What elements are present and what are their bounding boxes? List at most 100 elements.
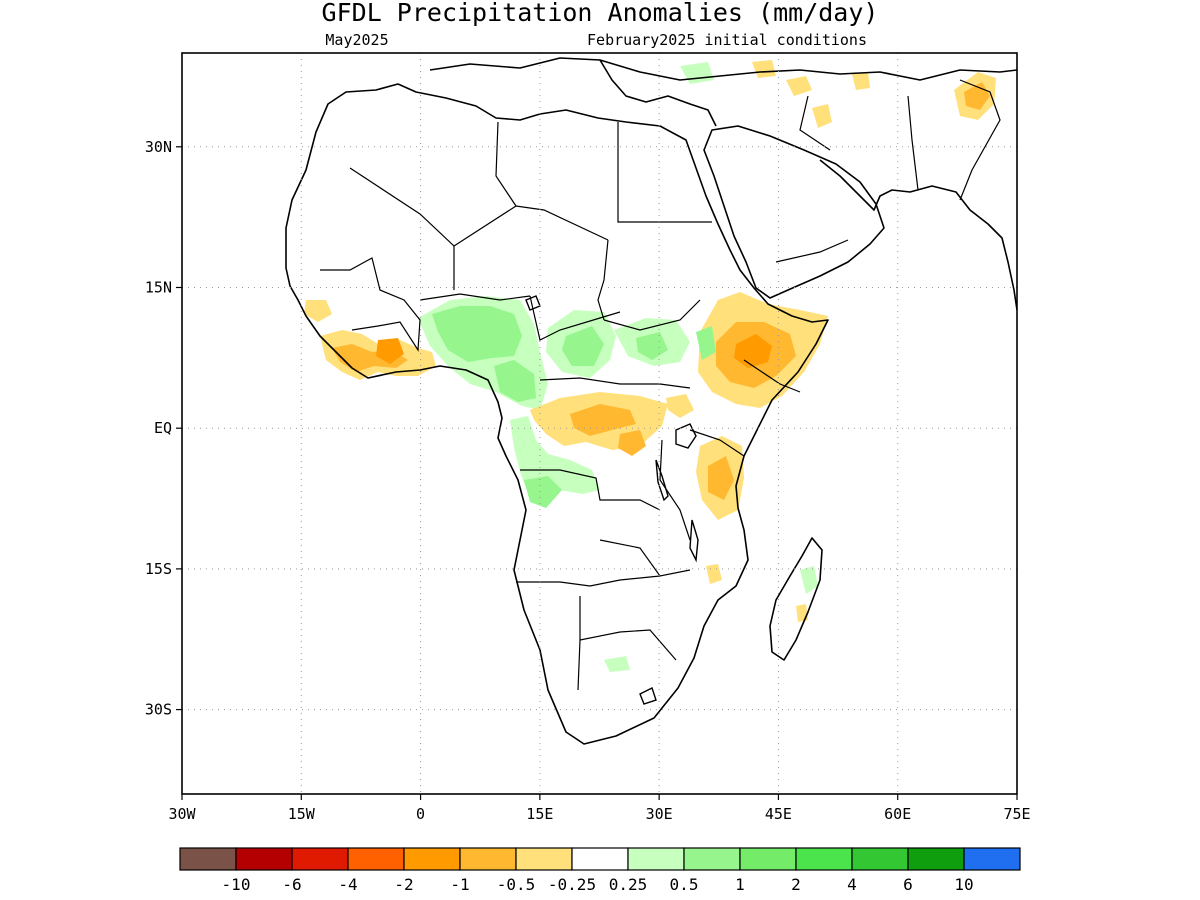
border-afghanistan-pakistan — [959, 79, 1001, 201]
border-iran-afghanistan — [907, 95, 919, 191]
border-west-africa — [320, 257, 421, 352]
anomaly-region-angola-core — [524, 476, 562, 508]
colorbar-swatch — [739, 847, 797, 871]
anomaly-region-car-core — [562, 326, 604, 366]
anomaly-region-south-africa — [604, 656, 630, 672]
colorbar-swatch — [235, 847, 293, 871]
colorbar-label: -10 — [222, 875, 251, 894]
initial-conditions-label: February2025 initial conditions — [587, 31, 867, 49]
border-namibia-botswana — [577, 596, 581, 691]
colorbar-label: -0.25 — [548, 875, 596, 894]
colorbar: -10 -6 -4 -2 -1 -0.5 -0.25 0.25 0.5 1 2 4 6 10 — [179, 847, 1021, 894]
colorbar-label: 2 — [791, 875, 801, 894]
anomaly-region-ethiopia-core — [734, 334, 772, 368]
anomaly-region-guinea-coast — [304, 300, 332, 322]
border-sudan-south-sudan — [603, 299, 701, 331]
colorbar-swatch — [515, 847, 573, 871]
anomaly-region-congo-core — [570, 404, 636, 436]
map-panel: 30W 15W 0 15E 30E 45E 60E 75E 30N 15N EQ 15S 30S — [145, 52, 1031, 823]
lat-tick-label: 15S — [145, 560, 172, 578]
colorbar-label: 10 — [954, 875, 973, 894]
border-saudi-yemen — [775, 239, 849, 263]
border-libya-chad — [495, 121, 517, 207]
border-botswana-south-africa — [579, 629, 677, 661]
colorbar-label: -2 — [394, 875, 413, 894]
border-algeria-mali — [349, 167, 455, 290]
colorbar-label: -0.5 — [497, 875, 536, 894]
colorbar-swatch — [683, 847, 741, 871]
border-mali-niger — [453, 205, 609, 247]
anomaly-region-tanzania-core — [708, 456, 734, 500]
colorbar-swatch — [403, 847, 461, 871]
arabia-coastline — [703, 125, 885, 299]
anomaly-region-mozambique — [706, 564, 722, 584]
colorbar-swatch — [907, 847, 965, 871]
colorbar-label: -6 — [282, 875, 301, 894]
colorbar-label: -1 — [450, 875, 469, 894]
colorbar-label: 1 — [735, 875, 745, 894]
anomaly-region-cameroon — [494, 360, 536, 402]
colorbar-swatch — [459, 847, 517, 871]
lon-tick-label: 15W — [288, 805, 316, 823]
border-niger-nigeria — [419, 293, 531, 301]
anomaly-region-ghana-core — [376, 338, 404, 364]
anomaly-region-nigeria — [432, 306, 522, 362]
colorbar-swatch — [179, 847, 237, 871]
border-iran-iraq — [799, 95, 831, 151]
country-borders — [320, 79, 1001, 691]
anomaly-region-turkey — [680, 62, 714, 84]
anomaly-region-madagascar-north — [800, 566, 818, 594]
lon-tick-label: 30E — [646, 805, 673, 823]
map-axis-ticks: 30W 15W 0 15E 30E 45E 60E 75E 30N 15N EQ 15S 30S — [145, 138, 1031, 823]
map-frame — [181, 52, 1018, 795]
valid-month-label: May2025 — [325, 31, 388, 49]
anomaly-region-ethiopia-west — [696, 326, 716, 360]
colorbar-swatch — [627, 847, 685, 871]
colorbar-label: 0.5 — [670, 875, 699, 894]
mediterranean-north-coast — [599, 59, 717, 127]
lat-tick-label: 30S — [145, 701, 172, 719]
anomaly-region-black-sea — [752, 60, 776, 78]
lat-tick-label: EQ — [154, 419, 172, 437]
border-ethiopia-somalia — [743, 359, 801, 393]
anomaly-region-lake-victoria-west — [666, 394, 694, 418]
lat-tick-label: 15N — [145, 278, 172, 296]
border-kenya-tanzania — [689, 429, 745, 457]
colorbar-label: 6 — [903, 875, 913, 894]
anomaly-layer — [304, 60, 996, 672]
lon-tick-label: 15E — [526, 805, 553, 823]
lon-tick-label: 60E — [884, 805, 911, 823]
colorbar-label: 4 — [847, 875, 857, 894]
lon-tick-label: 45E — [765, 805, 792, 823]
border-angola-namibia — [516, 575, 661, 587]
madagascar-coastline — [769, 537, 823, 661]
lesotho — [639, 687, 657, 705]
colorbar-swatch — [347, 847, 405, 871]
colorbar-swatch — [795, 847, 853, 871]
eurasia-coastline — [429, 57, 1017, 81]
border-car-drc — [539, 377, 691, 389]
lon-tick-label: 75E — [1003, 805, 1030, 823]
persian-gulf-coast — [819, 159, 1017, 311]
border-zambia-zimbabwe — [599, 539, 691, 577]
border-east-rift — [659, 439, 691, 541]
colorbar-swatch — [851, 847, 909, 871]
figure-title: GFDL Precipitation Anomalies (mm/day) — [322, 0, 879, 27]
lon-tick-label: 0 — [416, 805, 425, 823]
border-chad-car — [529, 295, 621, 341]
colorbar-swatch — [571, 847, 629, 871]
anomaly-region-congo-east — [618, 430, 646, 456]
anomaly-region-iran-north — [786, 76, 812, 96]
coastlines — [285, 57, 1017, 745]
anomaly-region-caspian — [852, 72, 870, 90]
lake-victoria — [675, 423, 697, 449]
anomaly-region-madagascar-east — [796, 604, 808, 622]
colorbar-label: 0.25 — [609, 875, 648, 894]
colorbar-swatch — [963, 847, 1021, 871]
border-drc-angola — [520, 469, 661, 511]
colorbar-label: -4 — [338, 875, 357, 894]
border-libya-egypt — [617, 122, 712, 223]
lat-tick-label: 30N — [145, 138, 172, 156]
colorbar-swatch — [291, 847, 349, 871]
